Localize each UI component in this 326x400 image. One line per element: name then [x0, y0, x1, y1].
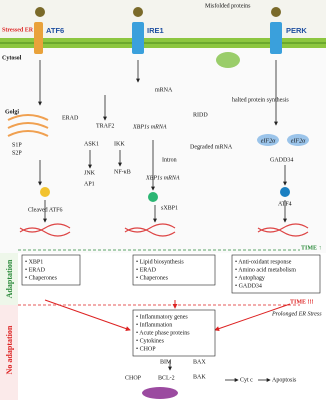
label: XBP1s mRNA [145, 175, 180, 181]
label: halted protein synthesis [232, 97, 289, 103]
label: BAX [193, 359, 206, 365]
label: mRNA [155, 87, 173, 93]
label: ATF6 [46, 26, 64, 35]
label: TIME ↑ [301, 245, 322, 251]
box-item: • Chaperones [25, 275, 58, 281]
label: Degraded mRNA [190, 144, 233, 150]
label: BAK [193, 374, 206, 380]
label: XBP1s mRNA [132, 124, 167, 130]
box-item: • ERAD [136, 267, 157, 273]
label: TRAF2 [96, 123, 114, 129]
shapes [7, 7, 309, 399]
label: S1P [12, 142, 22, 148]
box-item: • ERAD [25, 267, 46, 273]
label: Misfolded proteins [205, 2, 251, 9]
label: IKK [114, 141, 125, 147]
box-item: • Inflammation [136, 321, 172, 328]
label: JNK [84, 170, 96, 176]
label: sXBP1 [161, 205, 178, 211]
box-item: • Acute phase proteins [136, 330, 190, 336]
label: Prolonged ER Stress [271, 311, 322, 317]
box-item: • Autophagy [235, 275, 265, 281]
side-label: No adaptation [5, 325, 14, 374]
label: S2P [12, 150, 22, 156]
label: ASK1 [84, 141, 99, 147]
info-box [132, 254, 216, 286]
label: Apoptosis [272, 377, 297, 383]
label: BCL-2 [158, 375, 175, 381]
box-item: • XBP1 [25, 259, 43, 265]
label: Golgi [5, 109, 19, 115]
label: ERAD [62, 115, 79, 121]
boxes: • XBP1 • ERAD • Chaperones • Lipid biosynth… [21, 254, 321, 357]
box-item: • GADD34 [235, 283, 262, 289]
label: CHOP [125, 375, 142, 381]
box-item: • Lipid biosynthesis [136, 259, 184, 265]
box-item: • Amino acid metabolism [235, 267, 296, 273]
label: Stressed ER [2, 27, 34, 33]
box-item: • Chaperones [136, 275, 169, 281]
info-box [21, 254, 81, 286]
label: IRE1 [147, 26, 164, 35]
label: BIM [160, 359, 172, 365]
box-item: • Cytokines [136, 338, 165, 344]
box-item: • Inflammatory genes [136, 313, 188, 320]
info-box [231, 254, 321, 294]
label: TIME !!! [290, 299, 314, 305]
side-label: Adaptation [5, 259, 14, 298]
label: GADD34 [270, 157, 293, 163]
label: AP1 [84, 181, 95, 187]
label: Cyt c [240, 377, 253, 383]
label: Intron [162, 157, 177, 163]
info-box [132, 309, 216, 357]
label: NF-κB [114, 169, 131, 175]
box-item: • Anti-oxidant response [235, 259, 292, 265]
label: eIF2α [291, 138, 306, 144]
label: RIDD [193, 112, 208, 118]
label: Cytosol [2, 55, 22, 61]
box-item: • CHOP [136, 346, 156, 352]
label: Cleaved ATF6 [28, 207, 63, 213]
label: PERK [286, 26, 307, 35]
label: ATF4 [278, 201, 292, 207]
label: eIF2α [261, 138, 276, 144]
labels: Misfolded proteins Stressed ER ATF6 IRE1… [2, 2, 322, 383]
